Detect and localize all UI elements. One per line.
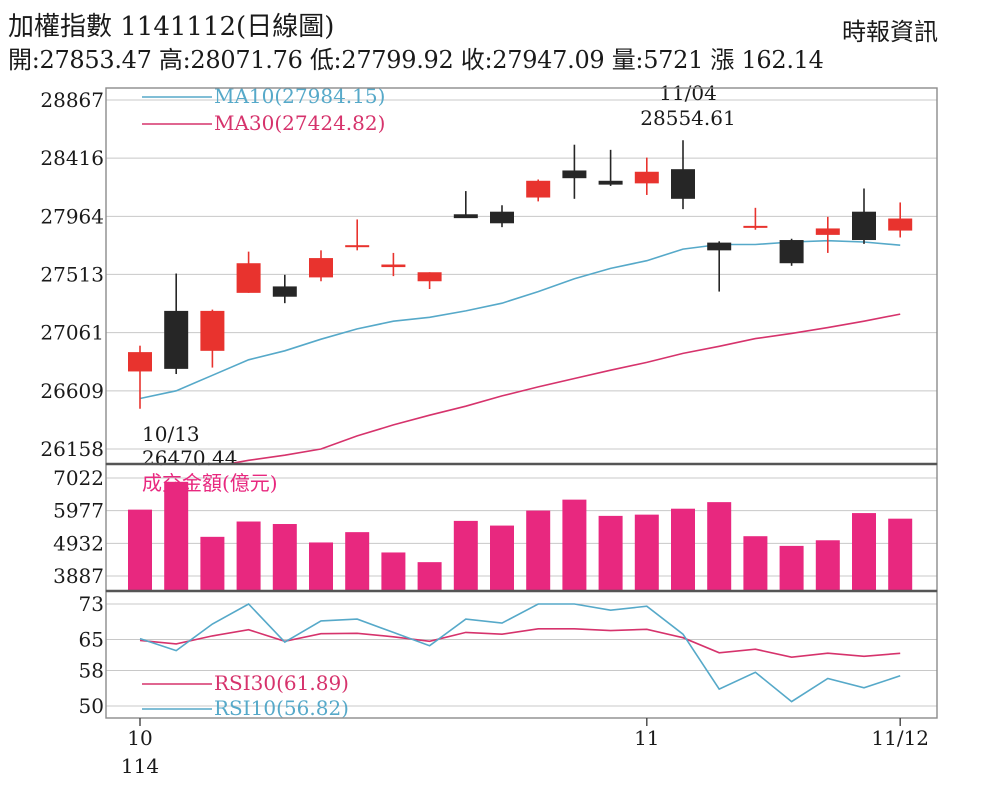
volume-bar xyxy=(707,502,732,591)
ma30-line xyxy=(223,313,901,464)
volume-y-tick-label: 3887 xyxy=(53,564,104,588)
volume-bar xyxy=(490,525,514,591)
candle-body xyxy=(888,218,913,231)
candle-body xyxy=(453,214,478,219)
volume-bar xyxy=(779,545,804,591)
candle-body xyxy=(779,240,804,264)
volume-y-tick-label: 4932 xyxy=(53,531,104,555)
candle-body xyxy=(598,180,623,185)
rsi-y-tick-label: 50 xyxy=(79,694,104,718)
candle-body xyxy=(743,225,768,228)
low-value-label: 26470.44 xyxy=(142,446,237,470)
volume-bar xyxy=(164,481,189,591)
ma30-legend-label: MA30(27424.82) xyxy=(214,111,385,135)
candle-body xyxy=(381,264,406,268)
volume-bar xyxy=(562,499,587,591)
price-y-tick-label: 27061 xyxy=(40,321,104,345)
chart-title: 加權指數 1141112(日線圖) xyxy=(8,12,335,42)
ohlc-summary: 開:27853.47 高:28071.76 低:27799.92 收:27947… xyxy=(8,46,824,74)
price-y-tick-label: 27964 xyxy=(40,204,104,228)
volume-bar xyxy=(236,521,261,591)
price-y-tick-label: 26158 xyxy=(40,437,104,461)
volume-bar xyxy=(634,514,659,591)
volume-bar xyxy=(128,509,152,591)
candle-body xyxy=(200,310,225,351)
volume-bar xyxy=(417,562,442,591)
x-tick-sublabel: 114 xyxy=(121,754,159,778)
candle-body xyxy=(634,171,659,184)
high-value-label: 28554.61 xyxy=(640,106,735,130)
candle-body xyxy=(707,242,732,251)
candle-body xyxy=(852,211,876,241)
candle-body xyxy=(345,245,370,248)
volume-bar xyxy=(345,532,370,591)
volume-title: 成交金額(億元) xyxy=(142,471,278,495)
x-tick-label: 11/12 xyxy=(871,726,929,750)
candle-body xyxy=(815,228,840,235)
volume-bar xyxy=(888,518,913,591)
volume-bar xyxy=(852,513,876,591)
price-y-tick-label: 27513 xyxy=(40,262,104,286)
price-y-tick-label: 26609 xyxy=(40,379,104,403)
data-source: 時報資訊 xyxy=(842,18,938,46)
rsi-y-tick-label: 73 xyxy=(79,592,104,616)
candle-body xyxy=(490,211,514,224)
volume-bar xyxy=(381,552,406,591)
volume-bar xyxy=(272,524,297,591)
volume-bar xyxy=(815,540,840,591)
candle-body xyxy=(272,286,297,297)
volume-bar xyxy=(743,536,768,591)
rsi10-legend-label: RSI10(56.82) xyxy=(214,696,349,720)
volume-bar xyxy=(309,542,333,591)
price-y-tick-label: 28867 xyxy=(40,88,104,112)
rsi30-line xyxy=(139,627,901,659)
candle-body xyxy=(128,352,152,372)
volume-bar xyxy=(526,510,551,591)
volume-y-tick-label: 5977 xyxy=(53,499,104,523)
candle-body xyxy=(526,180,551,198)
candle-body xyxy=(164,310,189,369)
price-y-tick-label: 28416 xyxy=(40,146,104,170)
rsi-y-tick-label: 58 xyxy=(79,659,104,683)
candle-body xyxy=(671,169,695,199)
high-date-label: 11/04 xyxy=(659,81,717,105)
rsi-y-tick-label: 65 xyxy=(79,627,104,651)
rsi10-line xyxy=(139,603,901,703)
volume-bar xyxy=(453,520,478,591)
candle-body xyxy=(562,170,587,179)
volume-bar xyxy=(598,515,623,591)
candle-body xyxy=(236,263,261,293)
ma10-line xyxy=(139,239,901,400)
x-tick-label: 10 xyxy=(127,726,152,750)
volume-y-tick-label: 7022 xyxy=(53,466,104,490)
rsi30-legend-label: RSI30(61.89) xyxy=(214,671,349,695)
low-date-label: 10/13 xyxy=(142,422,200,446)
volume-bar xyxy=(200,536,225,591)
panel-border xyxy=(105,87,938,465)
candle-body xyxy=(417,272,442,282)
x-tick-label: 11 xyxy=(634,726,659,750)
candle-body xyxy=(309,258,333,278)
volume-bar xyxy=(671,508,695,591)
